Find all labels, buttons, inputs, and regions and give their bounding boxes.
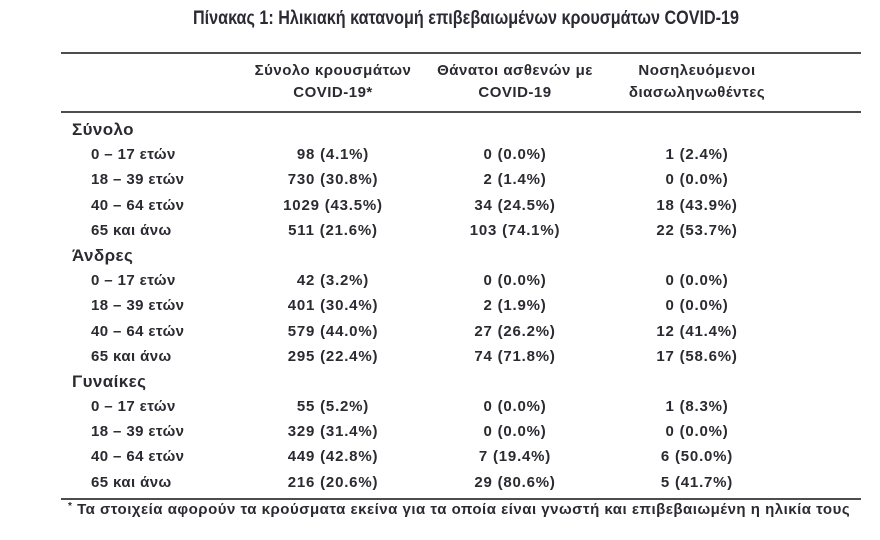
cell-deaths: 2 (1.4%) bbox=[483, 171, 547, 189]
row-label: 65 και άνω bbox=[91, 221, 172, 239]
row-label: 0 – 17 ετών bbox=[91, 146, 176, 164]
table-row: 65 και άνω 511 (21.6%) 103 (74.1%) 22 (5… bbox=[61, 218, 861, 243]
column-header-intubated: Νοσηλευόμενοι διασωληνωθέντες bbox=[628, 62, 766, 101]
cell-intubated: 5 (41.7%) bbox=[660, 473, 734, 491]
table-row: 0 – 17 ετών 42 (3.2%) 0 (0.0%) 0 (0.0%) bbox=[61, 268, 861, 293]
section-label: Γυναίκες bbox=[72, 371, 147, 391]
cell-cases: 401 (30.4%) bbox=[287, 297, 379, 315]
footnote-text: Τα στοιχεία αφορούν τα κρούσματα εκείνα … bbox=[72, 501, 851, 518]
cell-cases: 511 (21.6%) bbox=[288, 221, 378, 239]
cell-deaths: 74 (71.8%) bbox=[474, 347, 556, 365]
cell-cases: 216 (20.6%) bbox=[287, 473, 379, 491]
table-row: 40 – 64 ετών 1029 (43.5%) 34 (24.5%) 18 … bbox=[61, 193, 861, 218]
header-row-label-spacer bbox=[61, 60, 242, 104]
row-label: 65 και άνω bbox=[91, 473, 172, 491]
cell-intubated: 0 (0.0%) bbox=[665, 297, 729, 315]
cell-cases: 1029 (43.5%) bbox=[283, 196, 383, 214]
data-table: Σύνολο κρουσμάτων COVID-19* Θάνατοι ασθε… bbox=[61, 52, 861, 500]
cell-intubated: 6 (50.0%) bbox=[660, 448, 734, 466]
table-row: 65 και άνω 295 (22.4%) 74 (71.8%) 17 (58… bbox=[61, 344, 861, 369]
table-title: Πίνακας 1: Ηλικιακή κατανομή επιβεβαιωμέ… bbox=[193, 8, 739, 29]
cell-deaths: 0 (0.0%) bbox=[483, 398, 547, 416]
table-row: 18 – 39 ετών 730 (30.8%) 2 (1.4%) 0 (0.0… bbox=[61, 167, 861, 192]
cell-intubated: 1 (2.4%) bbox=[665, 146, 729, 164]
cell-cases: 579 (44.0%) bbox=[287, 322, 379, 340]
table-body: Σύνολο 0 – 17 ετών 98 (4.1%) 0 (0.0%) 1 … bbox=[61, 113, 861, 500]
cell-cases: 329 (31.4%) bbox=[287, 423, 379, 441]
row-label: 18 – 39 ετών bbox=[91, 171, 185, 189]
cell-deaths: 0 (0.0%) bbox=[483, 423, 547, 441]
cell-cases: 55 (5.2%) bbox=[296, 398, 370, 416]
section-header-total: Σύνολο bbox=[61, 117, 861, 142]
row-label: 0 – 17 ετών bbox=[91, 272, 176, 290]
footnote-marker: * bbox=[68, 501, 73, 512]
cell-deaths: 34 (24.5%) bbox=[474, 196, 556, 214]
cell-intubated: 22 (53.7%) bbox=[656, 221, 738, 239]
cell-deaths: 0 (0.0%) bbox=[483, 146, 547, 164]
section-header-men: Άνδρες bbox=[61, 243, 861, 268]
cell-cases: 42 (3.2%) bbox=[296, 272, 370, 290]
cell-intubated: 0 (0.0%) bbox=[665, 171, 729, 189]
cell-cases: 730 (30.8%) bbox=[287, 171, 379, 189]
cell-intubated: 12 (41.4%) bbox=[656, 322, 738, 340]
table-row: 18 – 39 ετών 329 (31.4%) 0 (0.0%) 0 (0.0… bbox=[61, 419, 861, 444]
cell-deaths: 103 (74.1%) bbox=[469, 221, 561, 239]
table-row: 65 και άνω 216 (20.6%) 29 (80.6%) 5 (41.… bbox=[61, 470, 861, 495]
table-row: 40 – 64 ετών 579 (44.0%) 27 (26.2%) 12 (… bbox=[61, 319, 861, 344]
cell-intubated: 17 (58.6%) bbox=[656, 347, 738, 365]
section-header-women: Γυναίκες bbox=[61, 369, 861, 394]
cell-deaths: 29 (80.6%) bbox=[474, 473, 556, 491]
cell-deaths: 0 (0.0%) bbox=[483, 272, 547, 290]
column-header-cases: Σύνολο κρουσμάτων COVID-19* bbox=[254, 62, 412, 101]
row-label: 0 – 17 ετών bbox=[91, 398, 176, 416]
cell-deaths: 2 (1.9%) bbox=[483, 297, 547, 315]
row-label: 40 – 64 ετών bbox=[91, 448, 185, 466]
section-label: Σύνολο bbox=[72, 120, 134, 139]
header-right-spacer bbox=[788, 60, 861, 104]
row-label: 65 και άνω bbox=[91, 347, 172, 365]
cell-intubated: 18 (43.9%) bbox=[656, 196, 738, 214]
column-header-deaths: Θάνατοι ασθενών με COVID-19 bbox=[437, 62, 593, 101]
row-label: 18 – 39 ετών bbox=[91, 297, 185, 315]
table-footnote: * Τα στοιχεία αφορούν τα κρούσματα εκείν… bbox=[61, 501, 861, 521]
cell-cases: 295 (22.4%) bbox=[287, 347, 379, 365]
row-label: 40 – 64 ετών bbox=[91, 196, 185, 214]
cell-intubated: 0 (0.0%) bbox=[665, 272, 729, 290]
cell-cases: 449 (42.8%) bbox=[287, 448, 379, 466]
table-row: 18 – 39 ετών 401 (30.4%) 2 (1.9%) 0 (0.0… bbox=[61, 293, 861, 318]
cell-deaths: 27 (26.2%) bbox=[474, 322, 556, 340]
cell-cases: 98 (4.1%) bbox=[296, 146, 370, 164]
row-label: 18 – 39 ετών bbox=[91, 423, 185, 441]
cell-intubated: 0 (0.0%) bbox=[665, 423, 729, 441]
table-row: 0 – 17 ετών 55 (5.2%) 0 (0.0%) 1 (8.3%) bbox=[61, 394, 861, 419]
cell-deaths: 7 (19.4%) bbox=[478, 448, 552, 466]
table-row: 0 – 17 ετών 98 (4.1%) 0 (0.0%) 1 (2.4%) bbox=[61, 142, 861, 167]
row-label: 40 – 64 ετών bbox=[91, 322, 185, 340]
table-header-row: Σύνολο κρουσμάτων COVID-19* Θάνατοι ασθε… bbox=[61, 52, 861, 113]
table-row: 40 – 64 ετών 449 (42.8%) 7 (19.4%) 6 (50… bbox=[61, 444, 861, 469]
cell-intubated: 1 (8.3%) bbox=[665, 398, 729, 416]
section-label: Άνδρες bbox=[72, 245, 134, 265]
